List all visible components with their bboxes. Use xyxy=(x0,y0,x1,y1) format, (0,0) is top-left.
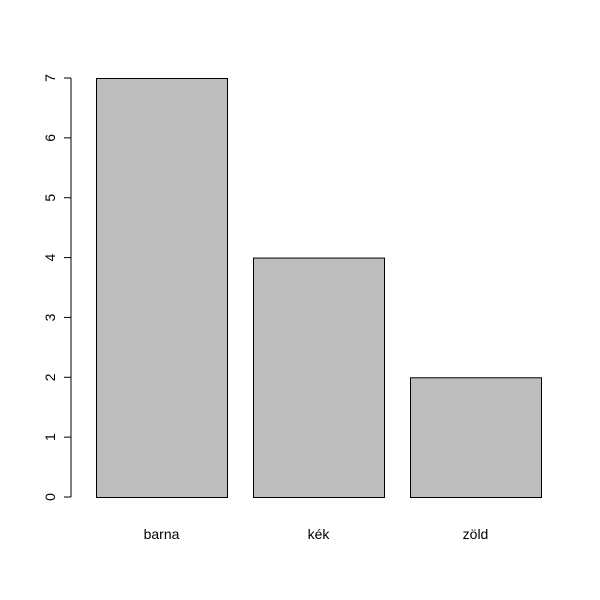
y-tick-label: 7 xyxy=(42,74,58,82)
bar-barna xyxy=(96,78,228,498)
y-tick-label: 4 xyxy=(42,253,58,261)
y-tick-label: 1 xyxy=(42,433,58,441)
x-tick-label: barna xyxy=(144,526,180,542)
y-tick-label: 5 xyxy=(42,194,58,202)
y-tick-label: 2 xyxy=(42,373,58,381)
x-tick-label: zöld xyxy=(463,526,489,542)
y-tick-label: 6 xyxy=(42,134,58,142)
x-tick-labels: barna kék zöld xyxy=(144,526,489,542)
y-tick-label: 0 xyxy=(42,493,58,501)
bar-zöld xyxy=(410,377,542,498)
y-axis: 0 1 2 3 4 5 6 7 xyxy=(42,74,72,501)
bar-kék xyxy=(253,257,385,499)
y-tick-label: 3 xyxy=(42,313,58,321)
x-tick-label: kék xyxy=(308,526,331,542)
bars xyxy=(96,78,542,499)
